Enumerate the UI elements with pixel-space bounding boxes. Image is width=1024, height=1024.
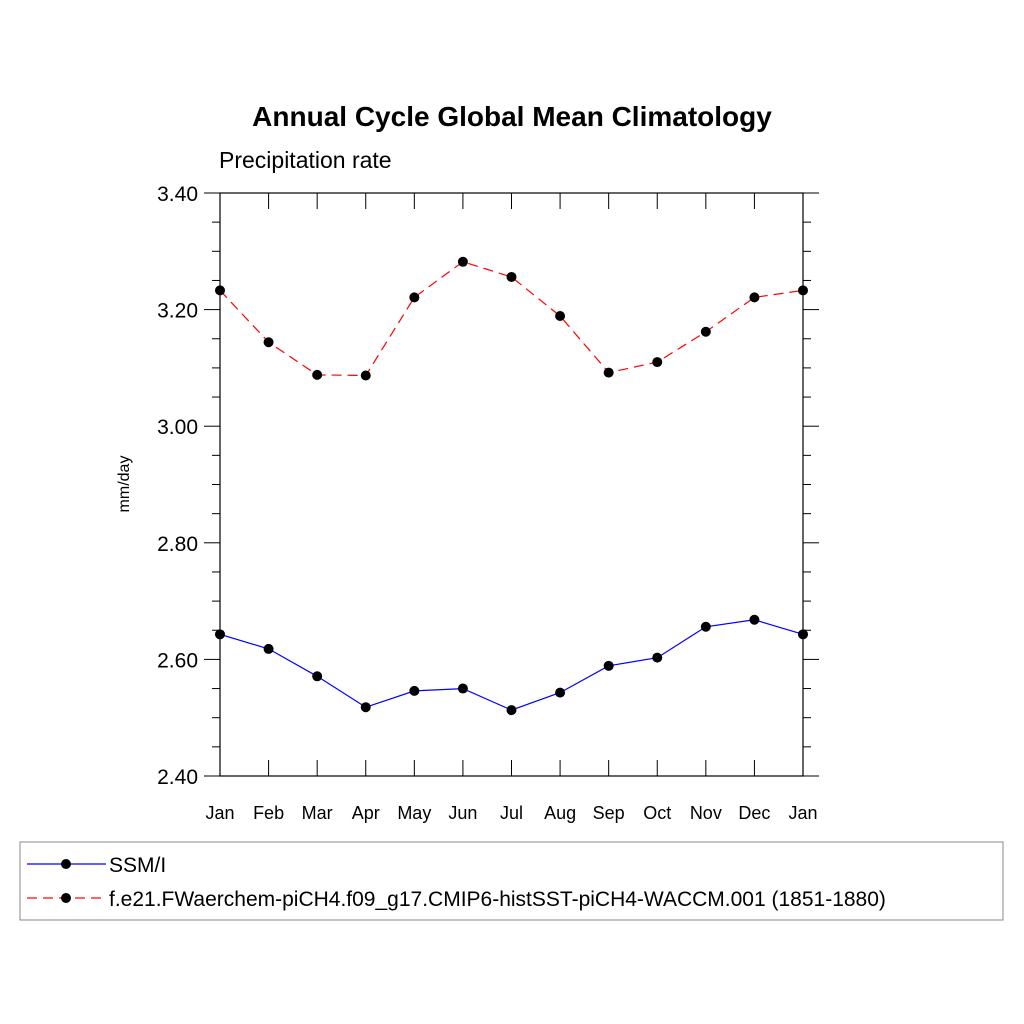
data-point — [603, 660, 614, 671]
legend-marker-1 — [61, 893, 71, 903]
data-point — [457, 683, 468, 694]
data-point — [798, 629, 808, 640]
y-tick-label: 2.60 — [157, 649, 198, 672]
data-point — [603, 367, 614, 378]
data-point — [409, 292, 420, 303]
series-layer — [215, 256, 808, 716]
x-tick-label: Mar — [302, 803, 333, 823]
data-point — [749, 614, 760, 625]
data-point — [798, 285, 808, 296]
data-point — [263, 643, 274, 654]
chart-subtitle: Precipitation rate — [219, 147, 392, 173]
axes: 2.40 2.60 2.80 3.00 3.20 3.40 Jan Feb Mar Apr May J… — [157, 183, 819, 823]
x-tick-label: Sep — [593, 803, 625, 823]
legend-marker-0 — [61, 859, 71, 869]
y-tick-label: 2.80 — [157, 533, 198, 556]
chart-title: Annual Cycle Global Mean Climatology — [252, 101, 772, 132]
x-tick-label: Jan — [788, 803, 817, 823]
y-tick-label: 3.40 — [157, 183, 198, 206]
legend-label-0: SSM/I — [109, 854, 166, 877]
y-tick-label: 3.20 — [157, 300, 198, 323]
x-tick-label: Feb — [253, 803, 284, 823]
y-tick-label: 2.40 — [157, 766, 198, 789]
data-point — [555, 687, 566, 698]
data-point — [312, 671, 323, 682]
data-point — [409, 685, 420, 696]
series-0 — [215, 614, 808, 716]
x-tick-label: Jan — [205, 803, 234, 823]
data-point — [360, 702, 371, 713]
series-line — [219, 619, 804, 711]
x-tick-label: Dec — [738, 803, 770, 823]
legend-label-1: f.e21.FWaerchem-piCH4.f09_g17.CMIP6-hist… — [109, 888, 886, 911]
data-point — [652, 357, 663, 368]
data-point — [506, 705, 517, 716]
legend: SSM/I f.e21.FWaerchem-piCH4.f09_g17.CMIP6… — [19, 841, 1004, 921]
x-tick-label: Nov — [690, 803, 722, 823]
data-point — [312, 369, 323, 380]
x-tick-label: Jul — [500, 803, 523, 823]
data-point — [749, 292, 760, 303]
x-tick-label: Oct — [643, 803, 671, 823]
data-point — [652, 652, 663, 663]
data-point — [215, 285, 225, 296]
series-1 — [215, 256, 808, 381]
data-point — [457, 256, 468, 267]
legend-box — [19, 841, 1004, 921]
y-tick-label: 3.00 — [157, 416, 198, 439]
x-tick-label: Jun — [448, 803, 477, 823]
data-point — [263, 337, 274, 348]
x-tick-label: May — [397, 803, 431, 823]
data-point — [360, 370, 371, 381]
x-tick-label: Aug — [544, 803, 576, 823]
data-point — [700, 326, 711, 337]
data-point — [215, 629, 225, 640]
data-point — [700, 621, 711, 632]
data-point — [506, 271, 517, 282]
data-point — [555, 311, 566, 322]
y-axis-label: mm/day — [116, 456, 133, 513]
x-tick-label: Apr — [352, 803, 380, 823]
